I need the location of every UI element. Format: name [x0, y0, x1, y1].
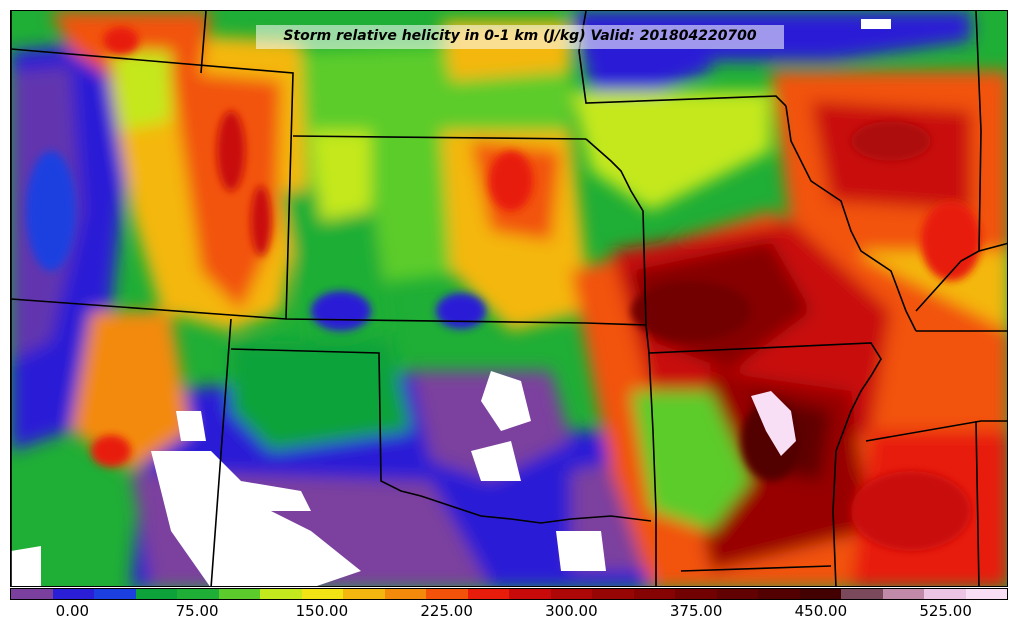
- colorbar-segment: [426, 589, 468, 599]
- colorbar-segment: [758, 589, 800, 599]
- colorbar-segment: [94, 589, 136, 599]
- map-title-box: Storm relative helicity in 0-1 km (J/kg)…: [256, 25, 784, 49]
- colorbar-segment: [343, 589, 385, 599]
- colorbar-segment: [965, 589, 1007, 599]
- colorbar-tick-label: 375.00: [669, 602, 723, 620]
- colorbar-segment: [841, 589, 883, 599]
- colorbar-tick-label: 450.00: [794, 602, 848, 620]
- colorbar-segment: [260, 589, 302, 599]
- map-title: Storm relative helicity in 0-1 km (J/kg)…: [283, 28, 757, 44]
- colorbar-segment: [882, 589, 924, 599]
- state-borders: [11, 11, 1007, 586]
- colorbar-segment: [467, 589, 509, 599]
- colorbar-segment: [301, 589, 343, 599]
- helicity-field: [11, 11, 1007, 586]
- colorbar-segment: [218, 589, 260, 599]
- colorbar-segment: [52, 589, 94, 599]
- colorbar-tick-label: 525.00: [919, 602, 972, 620]
- colorbar-segment: [799, 589, 841, 599]
- colorbar-tick-label: 225.00: [420, 602, 473, 620]
- colorbar-segment: [675, 589, 717, 599]
- colorbar-segment: [592, 589, 634, 599]
- field-extremes: [11, 19, 891, 586]
- helicity-map: Storm relative helicity in 0-1 km (J/kg)…: [10, 10, 1008, 587]
- colorbar-segment: [550, 589, 592, 599]
- colorbar-segment: [177, 589, 219, 599]
- colorbar-segment: [384, 589, 426, 599]
- colorbar-segment: [716, 589, 758, 599]
- colorbar-segment: [924, 589, 966, 599]
- colorbar-tick-labels: 0.00 75.00 150.00 225.00 300.00 375.00 450.00 5…: [0, 602, 1018, 626]
- colorbar-tick-label: 0.00: [55, 602, 90, 620]
- colorbar: [10, 588, 1008, 600]
- field-speckle: [26, 27, 981, 551]
- colorbar-segment: [135, 589, 177, 599]
- colorbar-tick-label: 150.00: [295, 602, 349, 620]
- colorbar-segment: [11, 589, 53, 599]
- colorbar-tick-label: 300.00: [545, 602, 598, 620]
- colorbar-segment: [633, 589, 675, 599]
- colorbar-segment: [509, 589, 551, 599]
- colorbar-tick-label: 75.00: [175, 602, 219, 620]
